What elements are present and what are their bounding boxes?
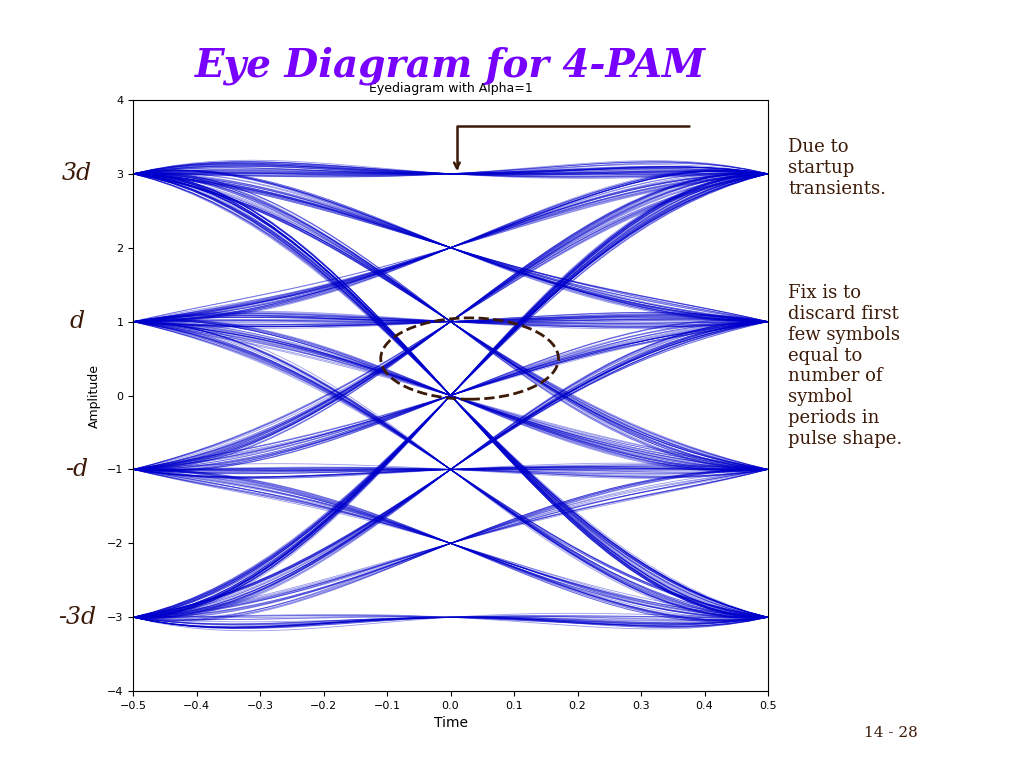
Text: Fix is to
discard first
few symbols
equal to
number of
symbol
periods in
pulse s: Fix is to discard first few symbols equa…	[788, 284, 903, 448]
Text: -d: -d	[66, 458, 88, 481]
Text: -3d: -3d	[57, 606, 96, 629]
Text: d: d	[70, 310, 84, 333]
Title: Eyediagram with Alpha=1: Eyediagram with Alpha=1	[369, 81, 532, 94]
Y-axis label: Amplitude: Amplitude	[88, 363, 101, 428]
Text: 3d: 3d	[61, 162, 92, 185]
Text: Due to
startup
transients.: Due to startup transients.	[788, 138, 887, 198]
Text: Eye Diagram for 4-PAM: Eye Diagram for 4-PAM	[195, 46, 707, 84]
X-axis label: Time: Time	[433, 717, 468, 730]
Text: 14 - 28: 14 - 28	[864, 727, 918, 740]
